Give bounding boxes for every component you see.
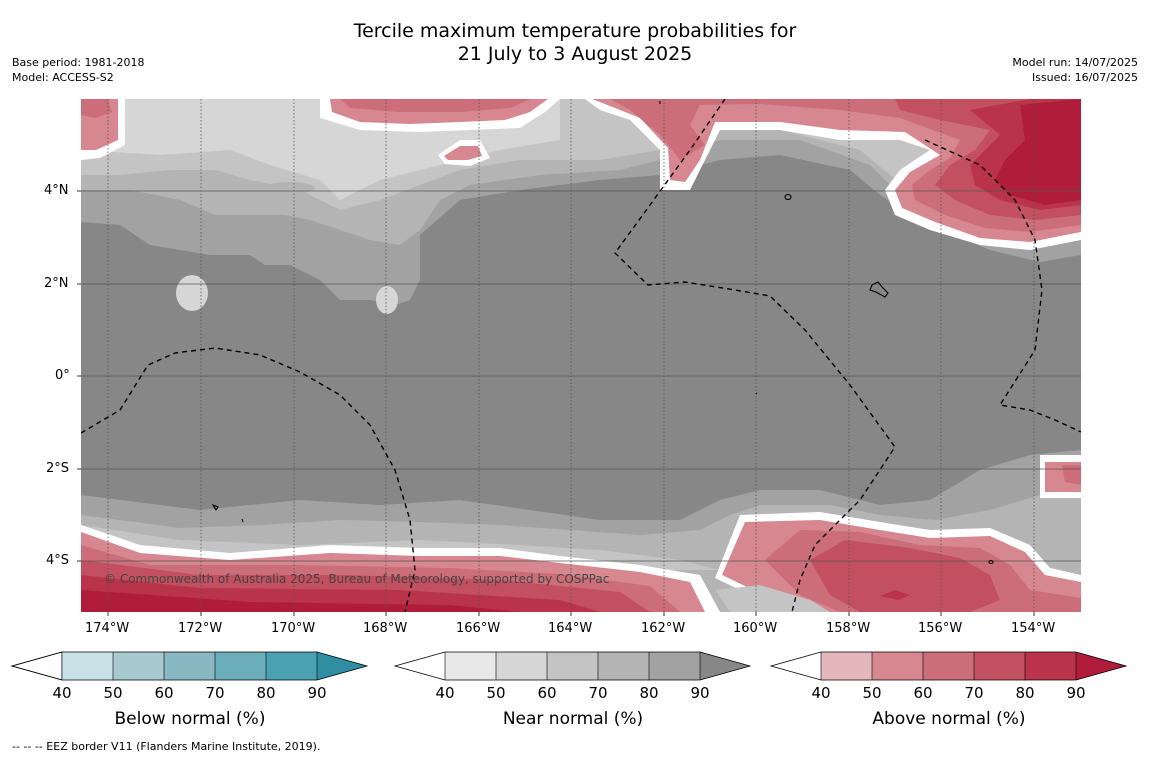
lat-label-0: 0° [55,368,70,383]
colorbar-near-tick-70: 70 [588,684,608,702]
island [755,392,758,395]
island [988,559,994,565]
copyright-credit: © Commonwealth of Australia 2025, Bureau… [104,572,610,586]
eez-borders [81,99,1081,612]
colorbar-near-normal-seg [598,652,649,680]
lon-label-172w: 172°W [178,621,223,636]
eez-border-central [614,99,896,612]
above-normal-70-fill [810,540,1000,612]
colorbar-above-tick-90: 90 [1066,684,1086,702]
colorbar-near-tick-90: 90 [690,684,710,702]
colorbar-above-normal-seg [821,652,872,680]
islands [211,101,994,565]
island [211,503,219,512]
near-normal-50-patch [176,275,208,311]
colorbar-below-tick-50: 50 [103,684,123,702]
colorbar-above-tick-40: 40 [811,684,831,702]
island [784,193,792,201]
colorbar-above-normal-seg [1025,652,1076,680]
lon-label-158w: 158°W [826,621,871,636]
colorbar-near-normal-seg [496,652,547,680]
colorbar-near-tick-40: 40 [435,684,455,702]
colorbar-above-tick-60: 60 [913,684,933,702]
island [869,281,889,298]
eez-border-east [924,139,1081,433]
colorbar-near-normal-seg [547,652,598,680]
colorbar-below-normal-seg [164,652,215,680]
lon-label-160w: 160°W [733,621,778,636]
near-normal-60-patch [715,585,830,612]
lon-label-168w: 168°W [363,621,408,636]
colorbar-below-normal-seg [215,652,266,680]
lon-label-154w: 154°W [1011,621,1056,636]
issued-text: Issued: 16/07/2025 [1031,71,1138,84]
island [241,518,244,523]
colorbar-below-normal-extend-max [317,652,367,680]
map-title-line2: 21 July to 3 August 2025 [457,43,693,65]
colorbar-below-normal-seg [62,652,113,680]
near-normal-70-patch [265,182,315,194]
colorbar-near-tick-80: 80 [639,684,659,702]
map-field [81,99,1081,612]
colorbar-near-normal-extend-max [700,652,750,680]
near-normal-50-patch [376,286,398,314]
latitude-gridlines [81,190,1081,562]
lat-label-2s: 2°S [46,461,70,476]
colorbar-near-normal [393,651,752,681]
lon-label-174w: 174°W [85,621,130,636]
colorbar-above-normal-seg [974,652,1025,680]
axis-ticks [77,190,1035,616]
colorbar-above-normal [769,651,1128,681]
colorbar-below-normal-title: Below normal (%) [114,709,266,729]
colorbar-above-normal-extend-min [771,652,821,680]
colorbar-below-tick-80: 80 [256,684,276,702]
colorbar-above-normal-seg [923,652,974,680]
colorbar-near-normal-extend-min [395,652,445,680]
colorbar-above-tick-70: 70 [964,684,984,702]
base-period-text: Base period: 1981-2018 [12,56,145,69]
colorbar-below-tick-90: 90 [307,684,327,702]
above-normal-60-fill [1062,465,1081,485]
lon-label-164w: 164°W [548,621,593,636]
map-title-line1: Tercile maximum temperature probabilitie… [353,20,797,42]
colorbar-below-normal-seg [266,652,317,680]
colorbar-near-normal-seg [649,652,700,680]
above-normal-50-fill [444,146,482,160]
above-normal-60-fill [81,99,112,118]
above-normal-60-fill [340,99,530,112]
lat-label-2n: 2°N [44,276,69,291]
colorbar-below-normal-seg [113,652,164,680]
lat-label-4s: 4°S [46,553,70,568]
lon-label-162w: 162°W [641,621,686,636]
lon-label-166w: 166°W [456,621,501,636]
above-normal-80-patch [880,590,910,600]
colorbar-near-tick-60: 60 [537,684,557,702]
model-text: Model: ACCESS-S2 [12,71,114,84]
lat-label-4n: 4°N [44,183,69,198]
lon-label-156w: 156°W [918,621,963,636]
colorbar-below-tick-70: 70 [205,684,225,702]
above-normal-90-fill [995,99,1081,205]
eez-footnote: -- -- -- EEZ border V11 (Flanders Marine… [12,740,321,753]
colorbar-above-normal-seg [872,652,923,680]
model-run-text: Model run: 14/07/2025 [1012,56,1138,69]
colorbar-below-tick-40: 40 [52,684,72,702]
colorbar-near-normal-title: Near normal (%) [502,709,644,729]
above-normal-90-fill [81,590,520,612]
colorbar-above-tick-80: 80 [1015,684,1035,702]
lon-label-170w: 170°W [271,621,316,636]
colorbar-above-normal-title: Above normal (%) [872,709,1026,729]
colorbar-below-normal [10,651,369,681]
colorbars [10,651,1128,681]
colorbar-below-tick-60: 60 [154,684,174,702]
colorbar-near-normal-seg [445,652,496,680]
colorbar-below-normal-extend-min [10,651,63,681]
colorbar-near-tick-50: 50 [486,684,506,702]
longitude-gridlines [107,99,1035,612]
colorbar-above-normal-extend-max [1076,652,1126,680]
colorbar-above-tick-50: 50 [862,684,882,702]
